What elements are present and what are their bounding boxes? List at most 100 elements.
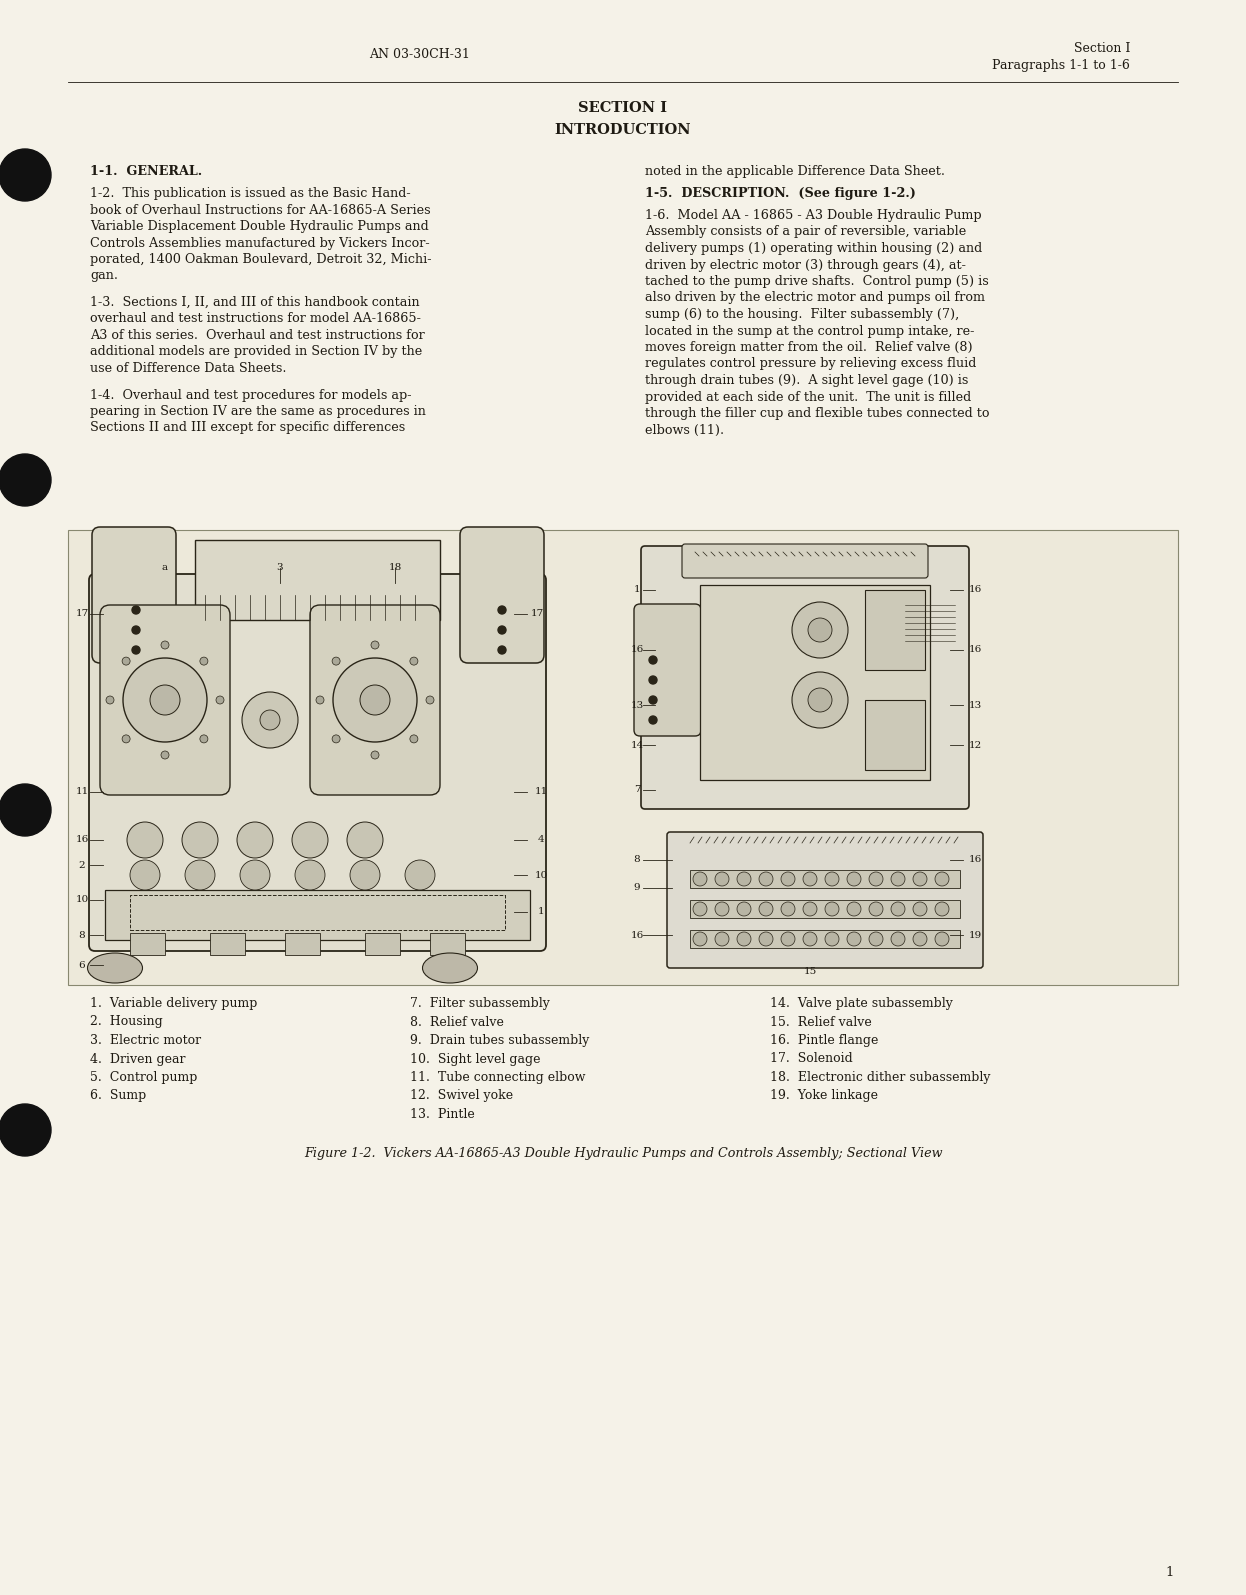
- Bar: [365, 933, 400, 955]
- Text: 19.  Yoke linkage: 19. Yoke linkage: [770, 1089, 878, 1102]
- FancyBboxPatch shape: [634, 605, 701, 735]
- Bar: [69, 530, 1177, 986]
- Circle shape: [891, 903, 905, 916]
- Text: 1: 1: [538, 908, 545, 917]
- Circle shape: [802, 931, 817, 946]
- Bar: [690, 930, 959, 947]
- Circle shape: [410, 735, 417, 743]
- Text: 2.  Housing: 2. Housing: [90, 1016, 163, 1029]
- Circle shape: [410, 657, 417, 665]
- Bar: [130, 895, 505, 930]
- Circle shape: [736, 903, 751, 916]
- Circle shape: [184, 860, 216, 890]
- Text: 15: 15: [804, 968, 816, 976]
- Text: 1-4.  Overhaul and test procedures for models ap-: 1-4. Overhaul and test procedures for mo…: [90, 389, 411, 402]
- Circle shape: [0, 148, 51, 201]
- Circle shape: [693, 872, 706, 885]
- Text: 1-1.  GENERAL.: 1-1. GENERAL.: [90, 164, 202, 179]
- Circle shape: [498, 606, 506, 614]
- Circle shape: [807, 617, 832, 643]
- Circle shape: [792, 601, 849, 659]
- Circle shape: [295, 860, 325, 890]
- Text: pearing in Section IV are the same as procedures in: pearing in Section IV are the same as pr…: [90, 405, 426, 418]
- Bar: [690, 869, 959, 888]
- Text: 8.  Relief valve: 8. Relief valve: [410, 1016, 503, 1029]
- Circle shape: [132, 625, 140, 633]
- Text: delivery pumps (1) operating within housing (2) and: delivery pumps (1) operating within hous…: [645, 242, 982, 255]
- Ellipse shape: [87, 952, 142, 983]
- Text: Figure 1-2.  Vickers AA-16865-A3 Double Hydraulic Pumps and Controls Assembly; S: Figure 1-2. Vickers AA-16865-A3 Double H…: [304, 1147, 942, 1160]
- Circle shape: [122, 735, 130, 743]
- Circle shape: [237, 821, 273, 858]
- Circle shape: [350, 860, 380, 890]
- Circle shape: [934, 931, 949, 946]
- Text: 16: 16: [968, 855, 982, 864]
- Text: 14.  Valve plate subassembly: 14. Valve plate subassembly: [770, 997, 953, 1010]
- Circle shape: [868, 872, 883, 885]
- Text: 3: 3: [277, 563, 283, 573]
- Circle shape: [292, 821, 328, 858]
- Circle shape: [127, 821, 163, 858]
- Text: driven by electric motor (3) through gears (4), at-: driven by electric motor (3) through gea…: [645, 258, 966, 271]
- Circle shape: [825, 872, 839, 885]
- Circle shape: [693, 903, 706, 916]
- Text: 18.  Electronic dither subassembly: 18. Electronic dither subassembly: [770, 1070, 991, 1085]
- Text: 7.  Filter subassembly: 7. Filter subassembly: [410, 997, 549, 1010]
- Circle shape: [759, 931, 773, 946]
- Bar: [700, 585, 930, 780]
- Text: 6: 6: [78, 960, 85, 970]
- Text: 13: 13: [630, 700, 644, 710]
- Circle shape: [132, 606, 140, 614]
- Circle shape: [371, 751, 379, 759]
- Text: SECTION I: SECTION I: [578, 100, 668, 115]
- Text: 6.  Sump: 6. Sump: [90, 1089, 146, 1102]
- Bar: [690, 900, 959, 919]
- FancyBboxPatch shape: [88, 574, 546, 951]
- Text: 12: 12: [968, 740, 982, 750]
- Circle shape: [132, 646, 140, 654]
- Circle shape: [649, 695, 657, 703]
- Circle shape: [649, 676, 657, 684]
- FancyBboxPatch shape: [100, 605, 231, 794]
- Text: 4.  Driven gear: 4. Driven gear: [90, 1053, 186, 1065]
- Text: through drain tubes (9).  A sight level gage (10) is: through drain tubes (9). A sight level g…: [645, 373, 968, 388]
- Text: 17: 17: [531, 609, 543, 619]
- Text: 9.  Drain tubes subassembly: 9. Drain tubes subassembly: [410, 1034, 589, 1046]
- Circle shape: [122, 657, 130, 665]
- Circle shape: [781, 903, 795, 916]
- Circle shape: [360, 684, 390, 715]
- Text: 16: 16: [630, 930, 644, 939]
- Text: 19: 19: [968, 930, 982, 939]
- Circle shape: [693, 931, 706, 946]
- Circle shape: [868, 931, 883, 946]
- Text: 18: 18: [389, 563, 401, 573]
- Circle shape: [934, 903, 949, 916]
- FancyBboxPatch shape: [310, 605, 440, 794]
- Circle shape: [182, 821, 218, 858]
- Text: 1-3.  Sections I, II, and III of this handbook contain: 1-3. Sections I, II, and III of this han…: [90, 297, 420, 309]
- Bar: [865, 700, 925, 770]
- Text: 3.  Electric motor: 3. Electric motor: [90, 1034, 201, 1046]
- Text: 1-6.  Model AA - 16865 - A3 Double Hydraulic Pump: 1-6. Model AA - 16865 - A3 Double Hydrau…: [645, 209, 982, 222]
- Circle shape: [934, 872, 949, 885]
- Circle shape: [371, 641, 379, 649]
- Circle shape: [426, 695, 434, 703]
- Circle shape: [825, 903, 839, 916]
- Circle shape: [891, 931, 905, 946]
- Text: 8: 8: [78, 930, 85, 939]
- Text: 1.  Variable delivery pump: 1. Variable delivery pump: [90, 997, 258, 1010]
- Circle shape: [333, 659, 417, 742]
- Circle shape: [847, 903, 861, 916]
- Bar: [430, 933, 465, 955]
- Circle shape: [736, 872, 751, 885]
- Circle shape: [199, 657, 208, 665]
- Circle shape: [913, 903, 927, 916]
- Circle shape: [260, 710, 280, 731]
- Circle shape: [161, 751, 169, 759]
- Text: 15.  Relief valve: 15. Relief valve: [770, 1016, 872, 1029]
- Text: noted in the applicable Difference Data Sheet.: noted in the applicable Difference Data …: [645, 164, 944, 179]
- Text: 16: 16: [968, 646, 982, 654]
- Text: Paragraphs 1-1 to 1-6: Paragraphs 1-1 to 1-6: [992, 59, 1130, 72]
- Text: Controls Assemblies manufactured by Vickers Incor-: Controls Assemblies manufactured by Vick…: [90, 236, 430, 249]
- Text: porated, 1400 Oakman Boulevard, Detroit 32, Michi-: porated, 1400 Oakman Boulevard, Detroit …: [90, 254, 431, 266]
